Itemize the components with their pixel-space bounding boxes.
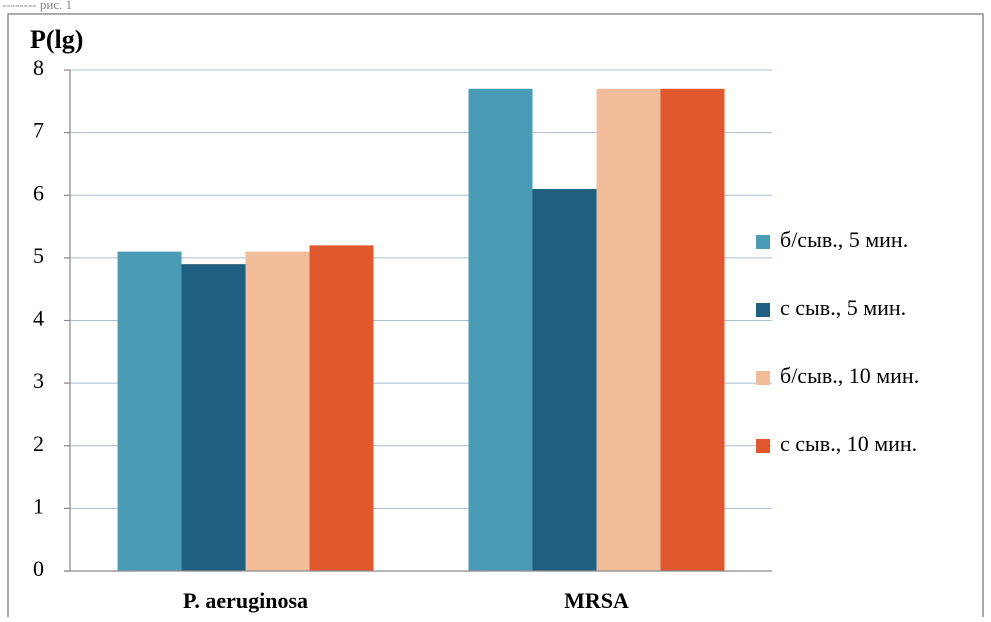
legend-swatch bbox=[756, 235, 770, 249]
y-tick-label: 1 bbox=[33, 493, 44, 518]
bar-p-aeruginosa-series-3 bbox=[245, 251, 310, 572]
bar-mrsa-series-4 bbox=[660, 88, 725, 571]
y-tick-label: 2 bbox=[33, 431, 44, 456]
y-tick-label: 6 bbox=[33, 180, 44, 205]
legend-label: с сыв., 5 мин. bbox=[780, 295, 906, 320]
bar-p-aeruginosa-series-1 bbox=[117, 251, 182, 572]
legend: б/сыв., 5 мин. с сыв., 5 мин. б/сыв., 10 м… bbox=[756, 227, 919, 456]
legend-label: б/сыв., 5 мин. bbox=[780, 227, 908, 252]
caption-fragment: -------- рис. 1 bbox=[2, 0, 72, 12]
legend-label: с сыв., 10 мин. bbox=[780, 431, 917, 456]
bars bbox=[117, 88, 725, 572]
x-category-labels: P. aeruginosa MRSA bbox=[183, 588, 629, 613]
bar-mrsa-series-3 bbox=[596, 88, 661, 571]
legend-label: б/сыв., 10 мин. bbox=[780, 363, 919, 388]
y-tick-label: 5 bbox=[33, 243, 44, 268]
bar-mrsa-series-2 bbox=[532, 188, 597, 572]
legend-swatch bbox=[756, 439, 770, 453]
x-category-label: P. aeruginosa bbox=[183, 588, 308, 613]
y-tick-label: 8 bbox=[33, 55, 44, 80]
legend-swatch bbox=[756, 371, 770, 385]
legend-swatch bbox=[756, 303, 770, 317]
y-ticks: 0 1 2 3 4 5 6 7 8 bbox=[33, 55, 70, 581]
bar-mrsa-series-1 bbox=[468, 88, 533, 571]
y-tick-label: 0 bbox=[33, 556, 44, 581]
y-tick-label: 4 bbox=[33, 306, 44, 331]
bar-p-aeruginosa-series-4 bbox=[309, 245, 374, 571]
bar-p-aeruginosa-series-2 bbox=[181, 264, 246, 571]
y-tick-label: 3 bbox=[33, 368, 44, 393]
x-category-label: MRSA bbox=[564, 588, 629, 613]
y-axis-label: P(lg) bbox=[30, 25, 83, 54]
y-tick-label: 7 bbox=[33, 118, 44, 143]
